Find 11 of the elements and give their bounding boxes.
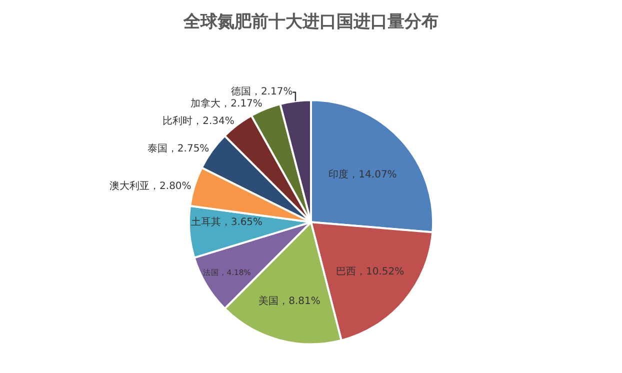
slice-label: 比利时，2.34% xyxy=(162,114,234,127)
slice-label: 土耳其，3.65% xyxy=(190,216,262,228)
chart-title: 全球氮肥前十大进口国进口量分布 xyxy=(182,12,438,32)
slice-label: 法国，4.18% xyxy=(202,268,251,278)
slice-label: 加拿大，2.17% xyxy=(190,98,262,110)
slice-label: 巴西，10.52% xyxy=(336,266,404,278)
slice-label: 澳大利亚，2.80% xyxy=(110,180,192,192)
slice-label: 泰国，2.75% xyxy=(147,143,210,154)
slice-label: 印度，14.07% xyxy=(328,168,397,181)
slice-label: 德国，2.17% xyxy=(230,86,293,98)
slice-label: 美国，8.81% xyxy=(258,294,320,307)
